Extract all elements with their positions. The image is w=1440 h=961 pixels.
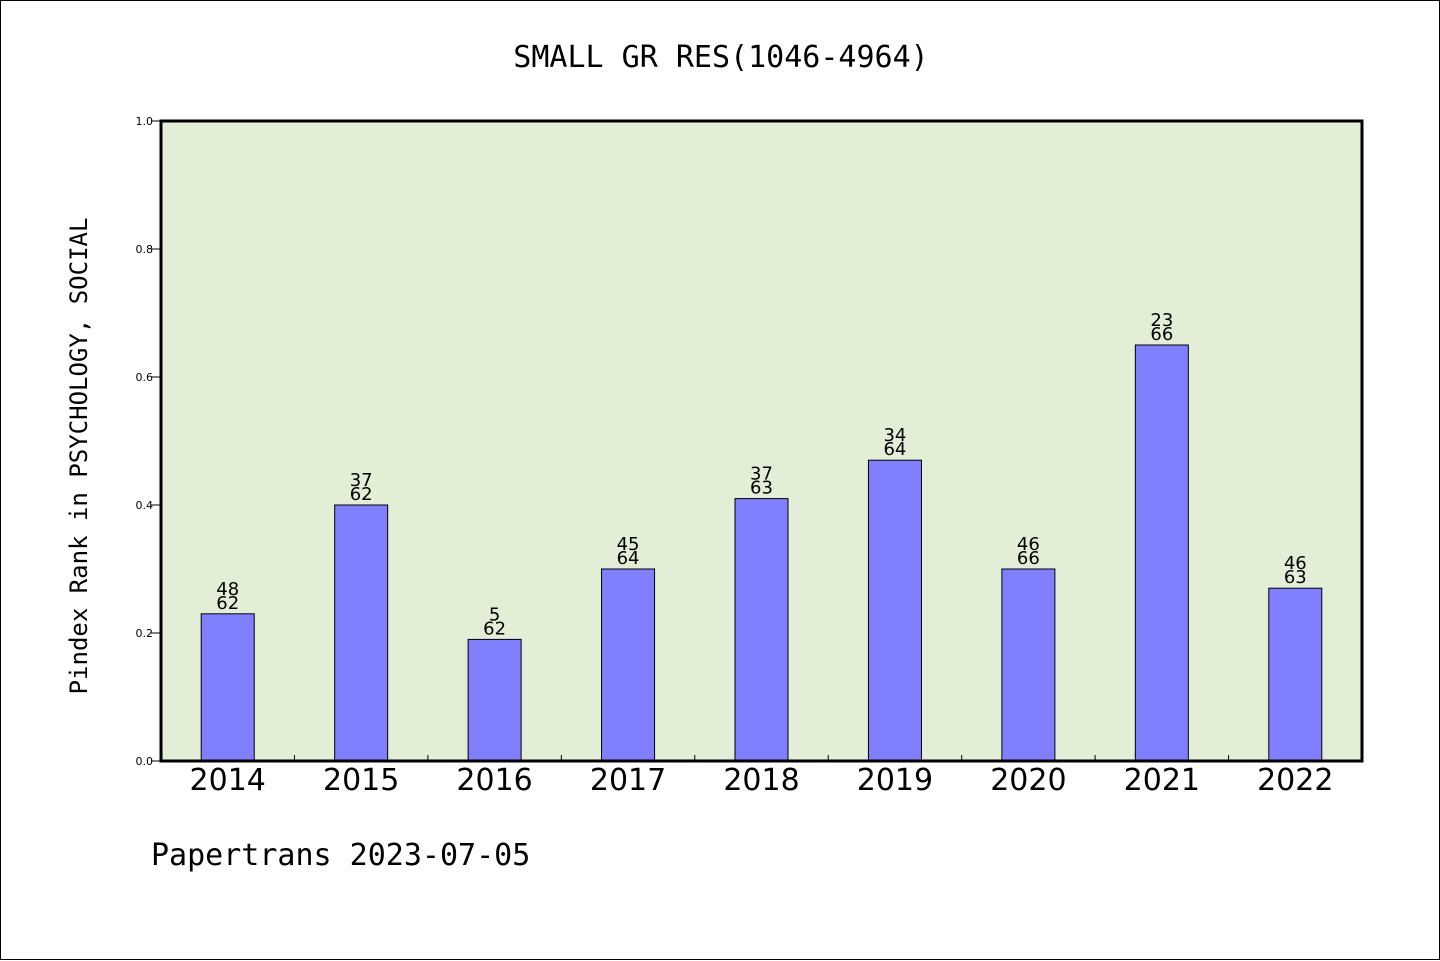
- y-tick-label: 0.0: [136, 755, 154, 768]
- x-axis-ticks: 2014 2015 2016 2017 2018 2019 2020 2021 2022: [190, 755, 1333, 798]
- bar-total-label: 62: [350, 484, 373, 505]
- footer-credit: Papertrans 2023-07-05: [151, 838, 530, 873]
- x-tick-label: 2019: [857, 763, 933, 798]
- y-tick-label: 1.0: [136, 115, 154, 128]
- bar-total-label: 64: [617, 548, 640, 569]
- bar-2019: [867, 459, 922, 762]
- bar-count-label: 37: [350, 470, 373, 491]
- bar-count-label: 46: [1017, 534, 1040, 555]
- y-tick-label: 0.2: [136, 627, 154, 640]
- x-tick-label: 2015: [323, 763, 399, 798]
- bar-2020: [1001, 568, 1056, 762]
- bar-total-label: 64: [883, 439, 906, 460]
- x-tick-label: 2017: [590, 763, 666, 798]
- bar-count-label: 34: [883, 425, 906, 446]
- bar-2014: [200, 613, 255, 762]
- bars-group: [200, 344, 1323, 762]
- y-axis-label: Pindex Rank in PSYCHOLOGY, SOCIAL: [65, 218, 93, 695]
- bar-2022: [1268, 587, 1323, 762]
- bar-2016: [467, 638, 522, 762]
- bar-total-label: 66: [1017, 548, 1040, 569]
- bar-2015: [334, 504, 389, 762]
- x-tick-label: 2021: [1124, 763, 1200, 798]
- chart-title: SMALL GR RES(1046-4964): [513, 40, 928, 75]
- x-tick-label: 2014: [190, 763, 266, 798]
- bar-total-label: 62: [216, 593, 239, 614]
- plot-border: [159, 119, 1364, 763]
- bar-count-label: 23: [1150, 310, 1173, 331]
- bar-count-label: 37: [750, 464, 773, 485]
- bar-count-label: 46: [1284, 553, 1307, 574]
- bar-total-label: 62: [483, 618, 506, 639]
- x-tick-label: 2022: [1257, 763, 1333, 798]
- y-axis-ticks: 0.0 0.2 0.4 0.6 0.8 1.0: [136, 115, 161, 768]
- y-tick-label: 0.8: [136, 243, 154, 256]
- bar-2021: [1134, 344, 1189, 762]
- bar-total-label: 63: [1284, 567, 1307, 588]
- x-tick-label: 2018: [723, 763, 799, 798]
- bar-total-label: 66: [1150, 324, 1173, 345]
- bar-total-label: 63: [750, 478, 773, 499]
- bar-count-label: 5: [489, 604, 500, 625]
- y-tick-label: 0.4: [136, 499, 154, 512]
- x-tick-label: 2020: [990, 763, 1066, 798]
- bar-count-label: 45: [617, 534, 640, 555]
- bar-2017: [601, 568, 656, 762]
- bar-2018: [734, 498, 789, 762]
- x-tick-label: 2016: [456, 763, 532, 798]
- y-tick-label: 0.6: [136, 371, 154, 384]
- bar-count-label: 48: [216, 579, 239, 600]
